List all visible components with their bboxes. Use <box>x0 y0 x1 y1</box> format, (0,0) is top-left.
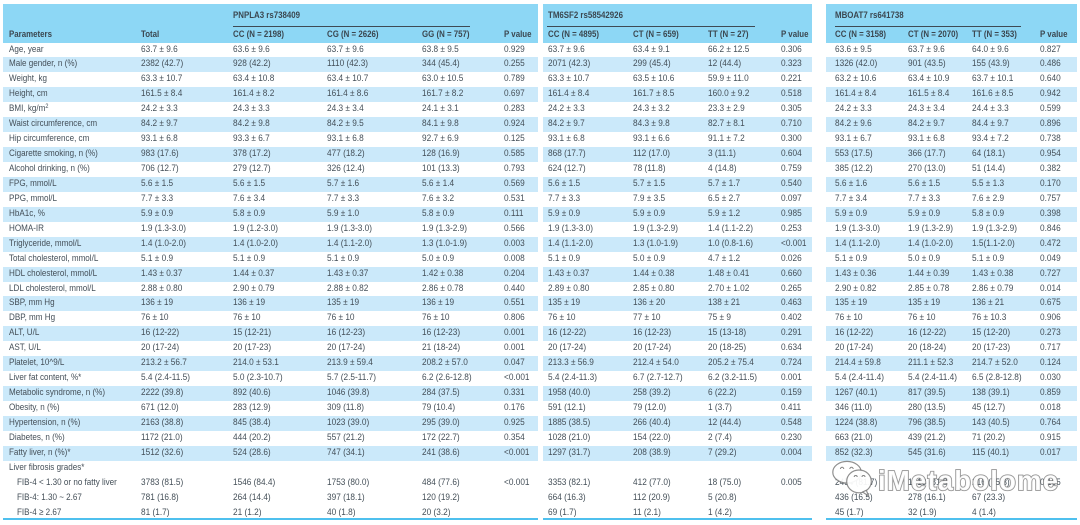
svg-text:iMetabolome: iMetabolome <box>878 465 1059 496</box>
